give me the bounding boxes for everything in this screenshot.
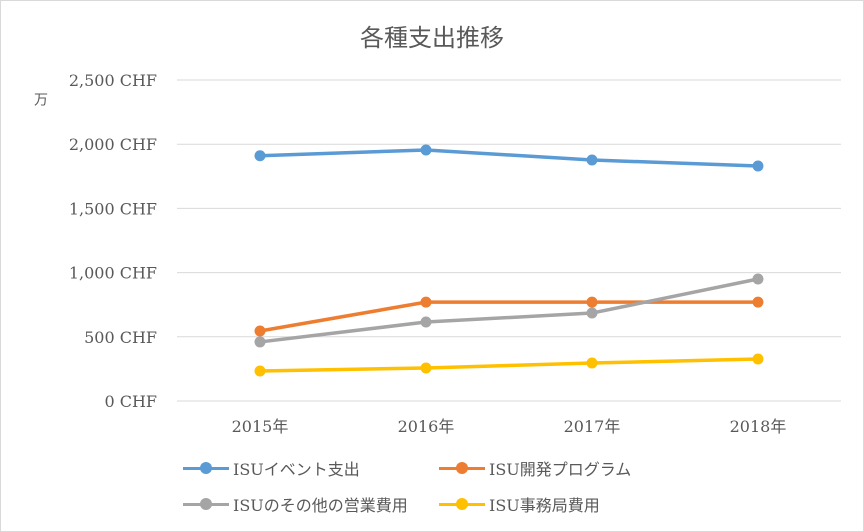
legend-item: ISU事務局費用 — [439, 492, 600, 516]
data-point — [752, 296, 764, 308]
legend-marker-icon — [183, 462, 229, 474]
data-point — [752, 353, 764, 365]
data-point — [420, 362, 432, 374]
legend-marker-icon — [439, 462, 485, 474]
legend-label: ISUのその他の営業費用 — [233, 496, 408, 515]
y-tick-label: 0 CHF — [104, 392, 157, 411]
data-point — [254, 336, 266, 348]
legend-marker-icon — [439, 498, 485, 510]
y-tick-label: 1,500 CHF — [69, 199, 157, 218]
data-point — [752, 160, 764, 172]
series-line — [259, 357, 759, 373]
series-line — [259, 300, 758, 333]
data-point — [254, 365, 266, 377]
data-point — [586, 357, 598, 369]
data-point — [420, 296, 432, 308]
data-point — [254, 150, 266, 162]
data-point — [420, 144, 432, 156]
data-point — [752, 273, 764, 285]
legend-label: ISU開発プログラム — [489, 460, 632, 479]
chart-title: 各種支出推移 — [360, 24, 504, 52]
series-line — [259, 148, 759, 168]
legend-label: ISU事務局費用 — [489, 496, 600, 515]
legend-item: ISUのその他の営業費用 — [183, 492, 408, 516]
legend-item: ISUイベント支出 — [183, 456, 360, 480]
data-point — [586, 307, 598, 319]
x-tick-label: 2015年 — [232, 417, 289, 436]
x-tick-label: 2017年 — [564, 417, 621, 436]
y-tick-label: 2,000 CHF — [69, 135, 157, 154]
data-point — [586, 154, 598, 166]
x-tick-label: 2018年 — [730, 417, 787, 436]
x-tick-label: 2016年 — [398, 417, 455, 436]
y-axis-unit-label: 万 — [32, 92, 48, 106]
y-tick-label: 2,500 CHF — [69, 71, 157, 90]
legend-label: ISUイベント支出 — [233, 460, 360, 479]
y-tick-label: 1,000 CHF — [69, 264, 157, 283]
series-line — [259, 277, 759, 344]
legend-item: ISU開発プログラム — [439, 456, 631, 480]
data-point — [420, 316, 432, 328]
y-tick-label: 500 CHF — [84, 328, 157, 347]
legend-marker-icon — [183, 498, 229, 510]
data-point — [586, 296, 598, 308]
data-point — [254, 325, 266, 337]
